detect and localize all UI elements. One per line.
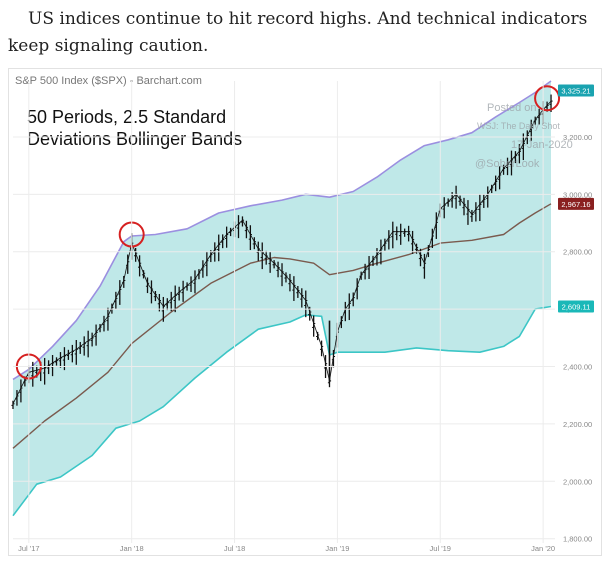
- middle-band-line: [12, 203, 552, 449]
- y-tick-label: 2,000.00: [563, 477, 592, 486]
- chart-frame: S&P 500 Index ($SPX) - Barchart.com 50 P…: [8, 68, 602, 556]
- y-tick-label: 3,200.00: [563, 133, 592, 142]
- bollinger-band-fill: [13, 81, 551, 516]
- chart-caption: US indices continue to hit record highs.…: [8, 9, 588, 56]
- price-value-tag: 3,325.21: [558, 84, 594, 97]
- price-value-tag-text: 3,325.21: [561, 86, 590, 95]
- x-tick-label: Jul '18: [224, 544, 245, 553]
- bollinger-chart: S&P 500 Index ($SPX) - Barchart.com 50 P…: [11, 75, 594, 553]
- x-tick-label: Jul '17: [18, 544, 39, 553]
- middle-band-value-tag-bg: [558, 197, 594, 210]
- lower-band-value-tag: 2,609.11: [558, 300, 594, 313]
- y-tick-label: 3,000.00: [563, 190, 592, 199]
- watermark-line: 17-Jan-2020: [511, 139, 573, 151]
- x-tick-label: Jan '20: [531, 544, 555, 553]
- annotation-line-2: Deviations Bollinger Bands: [27, 129, 242, 149]
- annotation-line-1: 50 Periods, 2.5 Standard: [27, 107, 226, 127]
- axis-layer: Jul '17 Jan '18 Jul '18 Jan '19 Jul '19 Jan '…: [13, 81, 592, 553]
- middle-band-value-tag-text: 2,967.16: [561, 200, 590, 209]
- watermark-line: WSJ: The Daily Shot: [477, 121, 560, 131]
- y-tick-label: 2,800.00: [563, 248, 592, 257]
- chart-title: S&P 500 Index ($SPX) - Barchart.com: [15, 75, 202, 87]
- y-tick-label: 1,800.00: [563, 535, 592, 544]
- lower-band-value-tag-text: 2,609.11: [562, 303, 591, 312]
- watermark-line: @SoberLook: [475, 158, 540, 170]
- y-tick-label: 2,200.00: [563, 420, 592, 429]
- x-tick-label: Jul '19: [430, 544, 451, 553]
- watermark-line: Posted on: [487, 102, 537, 114]
- watermark: Posted on WSJ: The Daily Shot 17-Jan-2020 @…: [475, 102, 573, 170]
- lower-band-value-tag-bg: [558, 300, 594, 313]
- middle-band-value-tag: 2,967.16: [558, 197, 594, 210]
- value-tags: 3,325.21 2,967.16 2,609.11: [558, 84, 594, 313]
- y-tick-label: 2,400.00: [563, 363, 592, 372]
- x-tick-label: Jan '19: [325, 544, 349, 553]
- x-tick-label: Jan '18: [120, 544, 144, 553]
- plot-layer: [11, 80, 561, 517]
- price-line: [12, 100, 552, 404]
- upper-band-line: [12, 80, 552, 381]
- peak-circle: [534, 85, 561, 112]
- price-value-tag-bg: [558, 84, 594, 97]
